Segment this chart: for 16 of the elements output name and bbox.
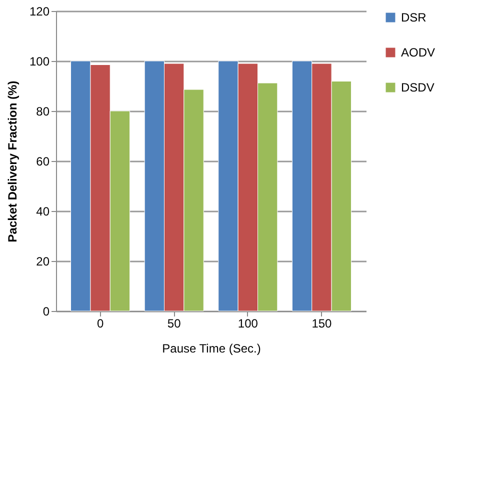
x-tick-label: 50 <box>167 316 182 330</box>
x-tick-label: 0 <box>96 316 104 330</box>
y-tick-label: 100 <box>29 54 50 68</box>
x-axis-title: Pause Time (Sec.) <box>162 342 261 356</box>
y-axis-title: Packet Delivery Fraction (%) <box>5 80 20 242</box>
y-tick-label: 120 <box>29 4 50 18</box>
legend-label: AODV <box>401 46 436 60</box>
y-tick-label: 60 <box>36 154 50 168</box>
y-tick-label: 80 <box>36 104 50 118</box>
x-tick-label: 100 <box>238 316 258 330</box>
y-tick-label: 0 <box>42 304 50 318</box>
y-tick-label: 20 <box>36 254 50 268</box>
x-tick-label: 150 <box>312 316 332 330</box>
legend-label: DSR <box>401 10 427 24</box>
legend-label: DSDV <box>401 80 434 94</box>
y-tick-label: 40 <box>36 204 50 218</box>
